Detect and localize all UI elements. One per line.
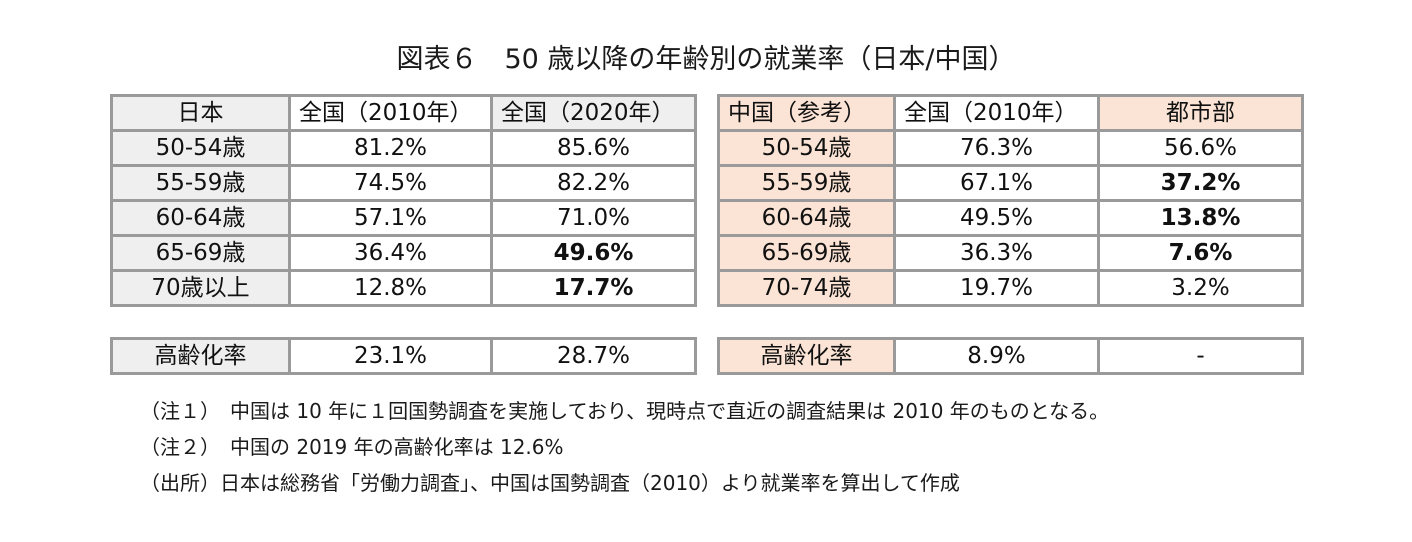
page-title: 図表６ 50 歳以降の年齢別の就業率（日本/中国） bbox=[396, 44, 1016, 75]
table-row: 60-64歳 57.1% 71.0% bbox=[110, 199, 697, 237]
table-row: 50-54歳 76.3% 56.6% bbox=[717, 129, 1304, 167]
aging-rate-cell: - bbox=[1097, 337, 1304, 375]
china-header-urban: 都市部 bbox=[1097, 94, 1304, 132]
rate-cell: 71.0% bbox=[490, 199, 697, 237]
china-header-label: 中国（参考） bbox=[717, 94, 896, 132]
aging-rate-cell: 23.1% bbox=[288, 337, 493, 375]
rate-cell: 56.6% bbox=[1097, 129, 1304, 167]
rate-cell: 57.1% bbox=[288, 199, 493, 237]
table-row: 65-69歳 36.4% 49.6% bbox=[110, 234, 697, 272]
china-header-2010: 全国（2010年） bbox=[893, 94, 1100, 132]
age-group-label: 70-74歳 bbox=[717, 269, 896, 307]
japan-aging-rate-table: 高齢化率 23.1% 28.7% bbox=[110, 337, 697, 375]
table-row: 高齢化率 23.1% 28.7% bbox=[110, 337, 697, 375]
age-group-label: 55-59歳 bbox=[717, 164, 896, 202]
rate-cell: 67.1% bbox=[893, 164, 1100, 202]
japan-header-label: 日本 bbox=[110, 94, 291, 132]
rate-cell: 19.7% bbox=[893, 269, 1100, 307]
age-group-label: 50-54歳 bbox=[110, 129, 291, 167]
japan-header-2010: 全国（2010年） bbox=[288, 94, 493, 132]
table-row: 60-64歳 49.5% 13.8% bbox=[717, 199, 1304, 237]
table-header-row: 日本 全国（2010年） 全国（2020年） bbox=[110, 94, 697, 132]
aging-rate-cell: 28.7% bbox=[490, 337, 697, 375]
rate-cell: 49.5% bbox=[893, 199, 1100, 237]
aging-rate-label: 高齢化率 bbox=[717, 337, 896, 375]
table-row: 55-59歳 67.1% 37.2% bbox=[717, 164, 1304, 202]
rate-cell: 74.5% bbox=[288, 164, 493, 202]
age-group-label: 55-59歳 bbox=[110, 164, 291, 202]
table-header-row: 中国（参考） 全国（2010年） 都市部 bbox=[717, 94, 1304, 132]
note-1: （注１） 中国は 10 年に１回国勢調査を実施しており、現時点で直近の調査結果は… bbox=[140, 399, 1110, 423]
japan-header-2020: 全国（2020年） bbox=[490, 94, 697, 132]
rate-cell-highlight: 37.2% bbox=[1097, 164, 1304, 202]
table-row: 65-69歳 36.3% 7.6% bbox=[717, 234, 1304, 272]
rate-cell-highlight: 7.6% bbox=[1097, 234, 1304, 272]
source-note: （出所）日本は総務省「労働力調査」、中国は国勢調査（2010）より就業率を算出し… bbox=[140, 471, 960, 495]
age-group-label: 60-64歳 bbox=[717, 199, 896, 237]
age-group-label: 65-69歳 bbox=[110, 234, 291, 272]
rate-cell-highlight: 13.8% bbox=[1097, 199, 1304, 237]
rate-cell: 36.3% bbox=[893, 234, 1100, 272]
table-row: 55-59歳 74.5% 82.2% bbox=[110, 164, 697, 202]
rate-cell: 76.3% bbox=[893, 129, 1100, 167]
rate-cell-highlight: 17.7% bbox=[490, 269, 697, 307]
table-row: 高齢化率 8.9% - bbox=[717, 337, 1304, 375]
rate-cell: 81.2% bbox=[288, 129, 493, 167]
age-group-label: 50-54歳 bbox=[717, 129, 896, 167]
china-employment-table: 中国（参考） 全国（2010年） 都市部 50-54歳 76.3% 56.6% … bbox=[717, 94, 1304, 307]
rate-cell: 12.8% bbox=[288, 269, 493, 307]
rate-cell: 36.4% bbox=[288, 234, 493, 272]
rate-cell-highlight: 49.6% bbox=[490, 234, 697, 272]
footnotes: （注１） 中国は 10 年に１回国勢調査を実施しており、現時点で直近の調査結果は… bbox=[140, 393, 1109, 501]
age-group-label: 70歳以上 bbox=[110, 269, 291, 307]
aging-rate-label: 高齢化率 bbox=[110, 337, 291, 375]
japan-employment-table: 日本 全国（2010年） 全国（2020年） 50-54歳 81.2% 85.6… bbox=[110, 94, 697, 307]
china-aging-rate-table: 高齢化率 8.9% - bbox=[717, 337, 1304, 375]
aging-rate-cell: 8.9% bbox=[893, 337, 1100, 375]
table-row: 50-54歳 81.2% 85.6% bbox=[110, 129, 697, 167]
table-row: 70歳以上 12.8% 17.7% bbox=[110, 269, 697, 307]
age-group-label: 65-69歳 bbox=[717, 234, 896, 272]
note-2: （注２） 中国の 2019 年の高齢化率は 12.6% bbox=[140, 435, 564, 459]
age-group-label: 60-64歳 bbox=[110, 199, 291, 237]
rate-cell: 85.6% bbox=[490, 129, 697, 167]
rate-cell: 82.2% bbox=[490, 164, 697, 202]
rate-cell: 3.2% bbox=[1097, 269, 1304, 307]
table-row: 70-74歳 19.7% 3.2% bbox=[717, 269, 1304, 307]
